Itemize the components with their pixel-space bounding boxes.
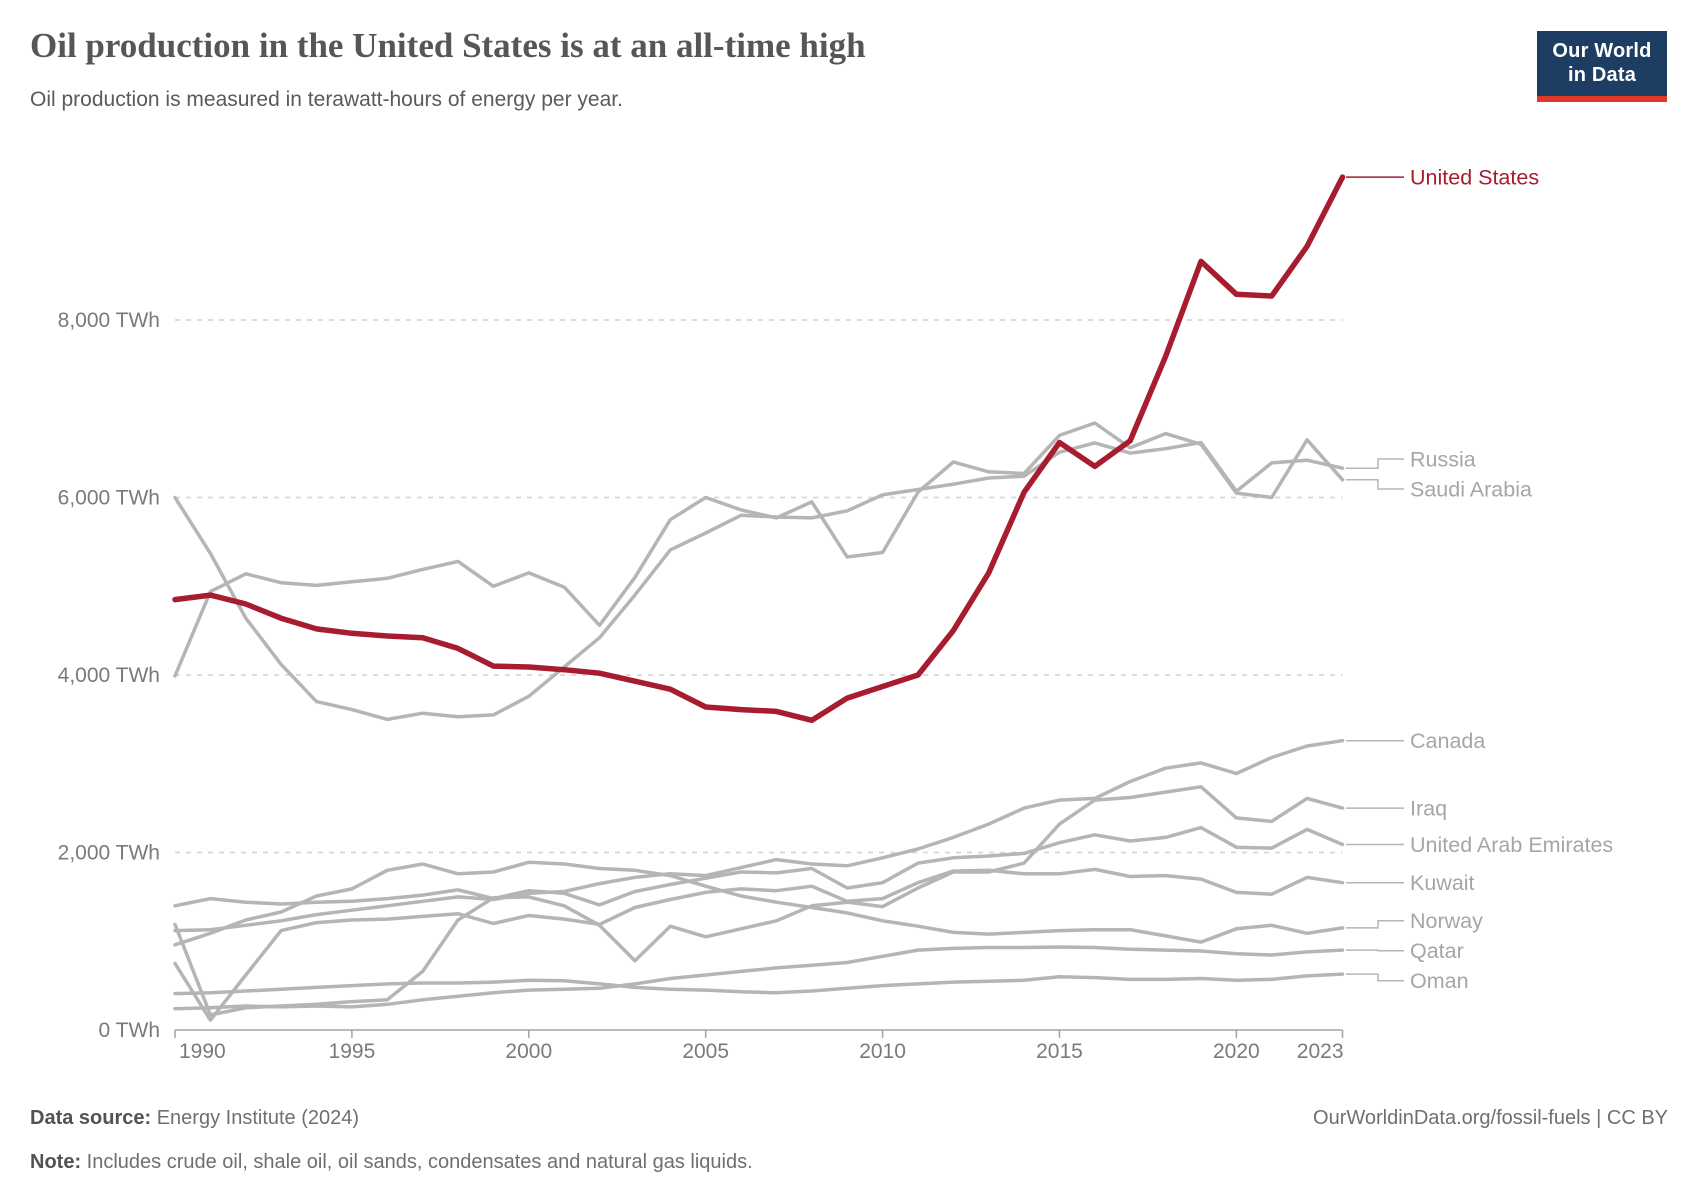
note-label: Note: <box>30 1151 82 1173</box>
x-tick-label-2020: 2020 <box>1213 1040 1260 1063</box>
series-line-united-states[interactable] <box>172 174 1346 724</box>
series-line-russia[interactable] <box>173 440 1345 722</box>
x-tick-label-2000: 2000 <box>505 1040 552 1063</box>
x-tick-label-1990: 1990 <box>179 1040 226 1063</box>
series-label-qatar[interactable]: Qatar <box>1410 939 1464 963</box>
series-label-canada[interactable]: Canada <box>1410 729 1485 753</box>
y-tick-label-0: 0 TWh <box>99 1019 160 1042</box>
x-tick-label-2023: 2023 <box>1297 1040 1344 1063</box>
footer-link[interactable]: OurWorldinData.org/fossil-fuels <box>1313 1107 1591 1129</box>
y-tick-label-8000: 8,000 TWh <box>58 309 160 332</box>
data-source-value: Energy Institute (2024) <box>156 1107 360 1129</box>
label-connector-oman <box>1346 973 1404 982</box>
note-value: Includes crude oil, shale oil, oil sands… <box>86 1151 753 1173</box>
label-connector-norway <box>1346 919 1404 929</box>
label-connector-russia <box>1346 458 1404 469</box>
series-line-saudi-arabia[interactable] <box>173 421 1345 678</box>
x-tick-label-2005: 2005 <box>682 1040 729 1063</box>
series-label-russia[interactable]: Russia <box>1410 448 1476 472</box>
y-tick-label-6000: 6,000 TWh <box>58 487 160 510</box>
label-connector-saudi-arabia <box>1346 479 1404 490</box>
y-tick-label-2000: 2,000 TWh <box>58 842 160 865</box>
footer-divider: | <box>1590 1107 1607 1129</box>
chart-title: Oil production in the United States is a… <box>30 26 866 65</box>
series-label-saudi-arabia[interactable]: Saudi Arabia <box>1410 478 1532 502</box>
owid-logo[interactable]: Our World in Data <box>1537 31 1667 102</box>
series-label-kuwait[interactable]: Kuwait <box>1410 871 1475 895</box>
logo-line1: Our World <box>1552 40 1652 62</box>
footer-credit: OurWorldinData.org/fossil-fuels | CC BY <box>1313 1096 1668 1140</box>
data-source-line: Data source: Energy Institute (2024) <box>30 1096 753 1140</box>
series-line-iraq[interactable] <box>173 785 1345 1017</box>
series-line-norway[interactable] <box>173 860 1345 947</box>
x-tick-label-2015: 2015 <box>1036 1040 1083 1063</box>
y-tick-label-4000: 4,000 TWh <box>58 664 160 687</box>
series-label-iraq[interactable]: Iraq <box>1410 797 1447 821</box>
chart-subtitle: Oil production is measured in terawatt-h… <box>30 88 623 111</box>
series-line-united-arab-emirates[interactable] <box>173 825 1345 908</box>
data-source-label: Data source: <box>30 1107 152 1129</box>
x-tick-label-2010: 2010 <box>859 1040 906 1063</box>
series-line-kuwait[interactable] <box>173 867 1345 1022</box>
footer-license: CC BY <box>1606 1107 1668 1129</box>
series-label-united-arab-emirates[interactable]: United Arab Emirates <box>1410 833 1613 857</box>
series-line-qatar[interactable] <box>173 945 1345 1011</box>
series-label-oman[interactable]: Oman <box>1410 969 1469 993</box>
series-label-norway[interactable]: Norway <box>1410 909 1483 933</box>
series-line-canada[interactable] <box>173 738 1345 933</box>
label-connector-qatar <box>1346 949 1404 952</box>
series-label-united-states[interactable]: United States <box>1410 166 1539 190</box>
logo-line2: in Data <box>1567 64 1637 86</box>
note-line: Note: Includes crude oil, shale oil, oil… <box>30 1140 753 1184</box>
series-line-oman[interactable] <box>173 972 1345 996</box>
x-tick-label-1995: 1995 <box>329 1040 376 1063</box>
